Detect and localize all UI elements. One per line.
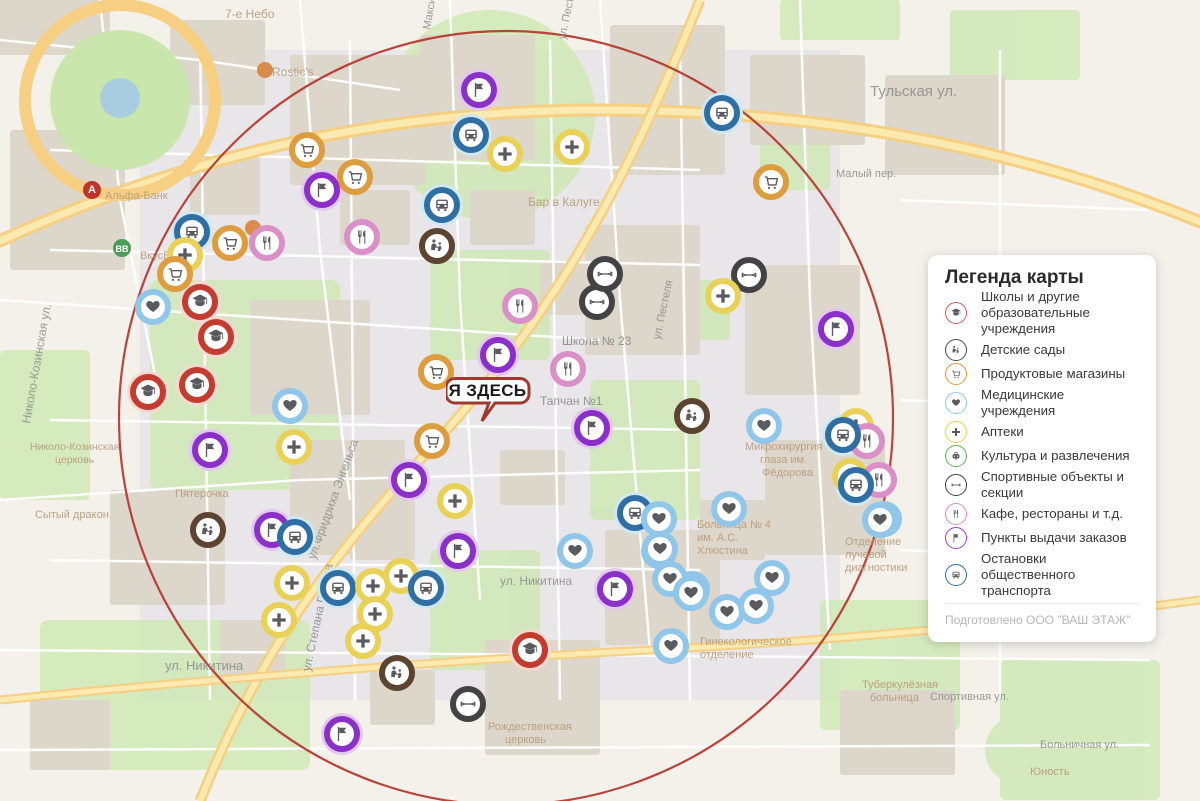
svg-text:A: A [88,184,96,196]
svg-text:Тапчан №1: Тапчан №1 [540,394,603,408]
svg-text:ул. Никитина: ул. Никитина [500,574,573,588]
svg-text:церковь: церковь [505,734,546,746]
svg-text:Спортивная ул.: Спортивная ул. [930,691,1009,703]
svg-text:им. А.С.: им. А.С. [697,532,738,544]
svg-text:Школа № 23: Школа № 23 [562,334,632,348]
svg-text:Хлюстина: Хлюстина [697,545,749,557]
svg-text:Юность: Юность [1030,766,1070,778]
svg-text:диагностики: диагностики [845,562,908,574]
svg-text:Туберкулёзная: Туберкулёзная [862,679,938,691]
svg-text:Отделение: Отделение [845,536,901,548]
svg-text:Бар в Калуге: Бар в Калуге [528,195,600,209]
svg-text:больница: больница [870,692,920,704]
svg-text:церковь: церковь [55,454,95,466]
svg-text:Больничная ул.: Больничная ул. [1040,739,1119,751]
svg-text:BB: BB [116,244,129,254]
svg-text:Гинекологическое: Гинекологическое [700,636,792,648]
svg-text:Rostic's: Rostic's [272,65,314,79]
svg-text:Пятерочка: Пятерочка [175,488,230,500]
svg-text:Малый пер.: Малый пер. [836,168,896,180]
svg-text:7-е Небо: 7-е Небо [225,7,275,21]
svg-text:Рождественская: Рождественская [488,721,572,733]
svg-text:глаза им.: глаза им. [760,454,807,466]
svg-text:Николо-Козинская: Николо-Козинская [30,441,119,453]
svg-text:Сытый дракон: Сытый дракон [35,509,109,521]
svg-text:Тульская ул.: Тульская ул. [870,83,957,100]
svg-text:Альфа-Банк: Альфа-Банк [105,190,168,202]
svg-text:отделение: отделение [700,649,754,661]
svg-text:лучевой: лучевой [845,549,887,561]
svg-text:Фёдорова: Фёдорова [762,467,814,479]
svg-text:ул. Никитина: ул. Никитина [165,658,244,673]
